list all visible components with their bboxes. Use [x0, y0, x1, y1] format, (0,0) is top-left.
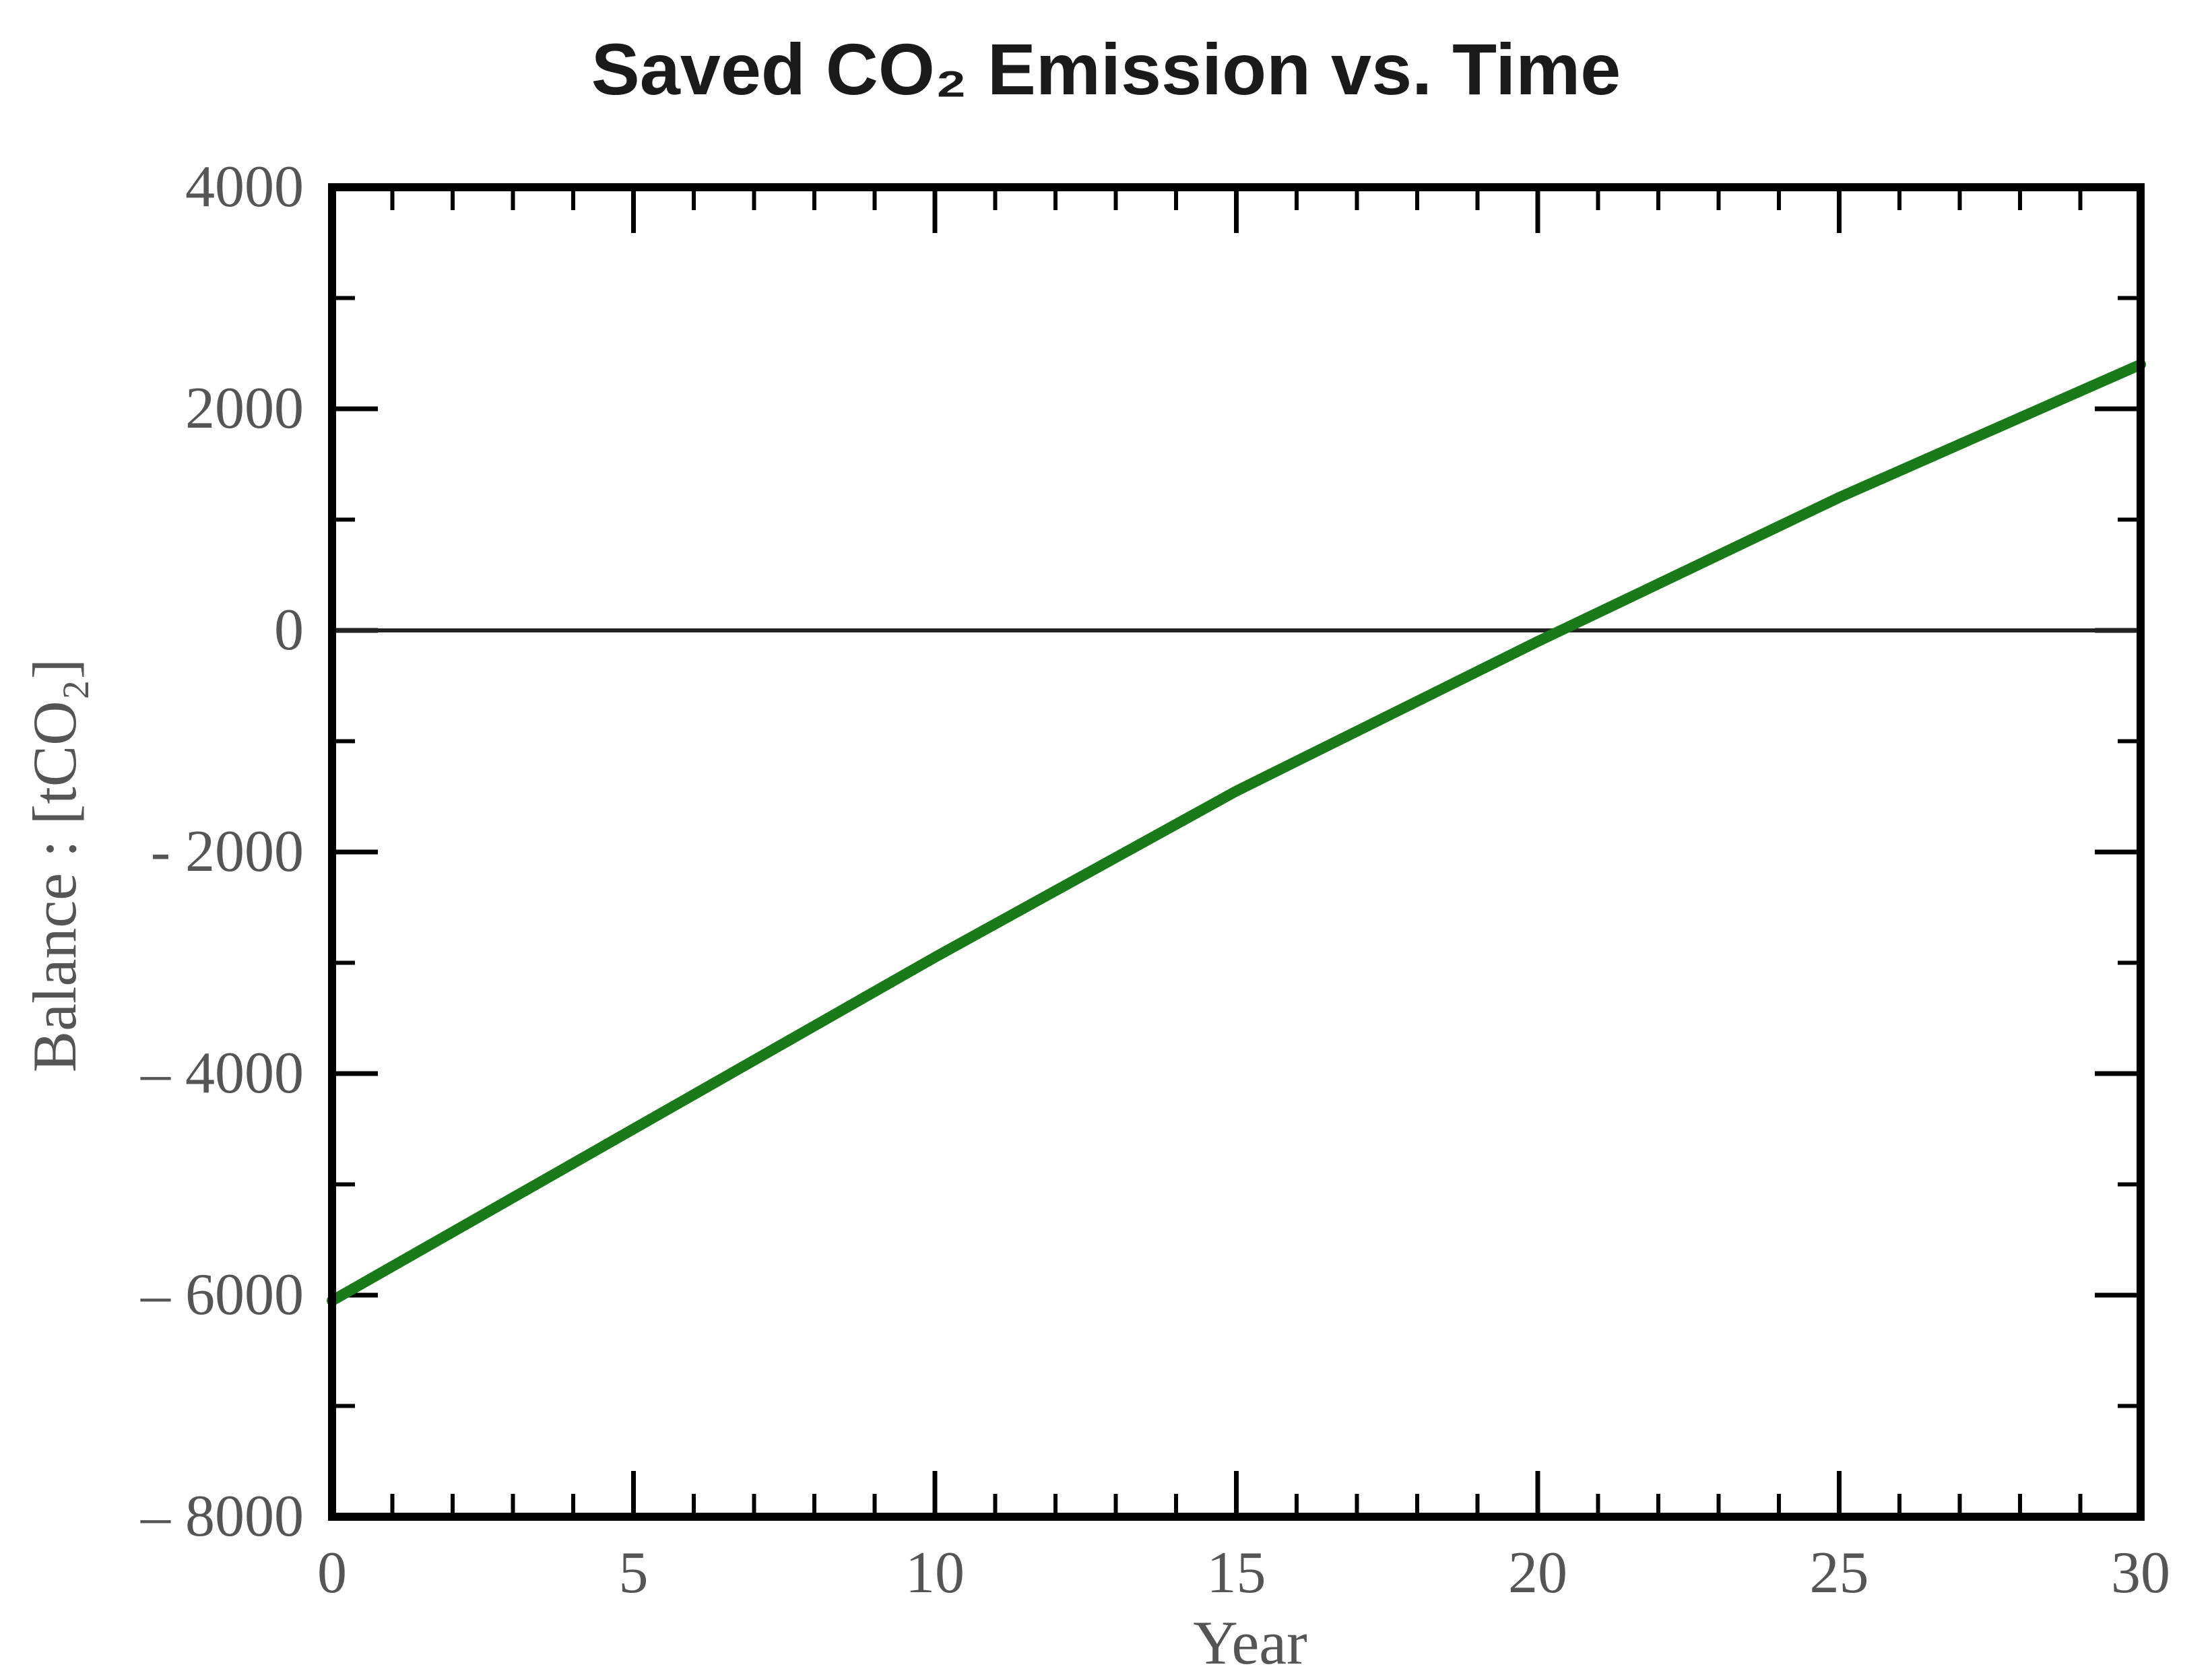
x-tick-label: 15 [1207, 1540, 1266, 1606]
chart-title: Saved CO₂ Emission vs. Time [591, 28, 1621, 110]
y-tick-label: – 4000 [140, 1041, 304, 1106]
x-minor-ticks [390, 187, 2083, 1517]
y-tick-label: - 2000 [151, 819, 304, 884]
x-tick-label: 20 [1508, 1540, 1567, 1606]
y-tick-label: – 6000 [140, 1262, 304, 1327]
y-tick-label: 0 [274, 597, 304, 663]
y-minor-ticks [332, 296, 2141, 1408]
x-tick-label: 0 [317, 1540, 347, 1606]
x-tick-label: 25 [1810, 1540, 1869, 1606]
y-tick-label: – 8000 [140, 1484, 304, 1549]
series-line [327, 359, 2146, 1307]
y-tick-labels: – 8000 – 6000 – 4000 - 2000 0 2000 4000 [140, 154, 304, 1549]
x-axis-label: Year [1193, 1608, 1307, 1673]
y-axis-label: Balance : [tCO₂] [20, 659, 89, 1073]
x-tick-label: 10 [905, 1540, 965, 1606]
plot-frame [328, 183, 2145, 1521]
y-tick-label: 2000 [185, 376, 304, 441]
x-tick-label: 5 [619, 1540, 649, 1606]
x-axis-ticks [631, 187, 1842, 1517]
x-tick-labels: 0 5 10 15 20 25 30 [317, 1540, 2170, 1606]
x-tick-label: 30 [2111, 1540, 2170, 1606]
y-axis-ticks [332, 406, 2141, 1298]
y-tick-label: 4000 [185, 154, 304, 220]
